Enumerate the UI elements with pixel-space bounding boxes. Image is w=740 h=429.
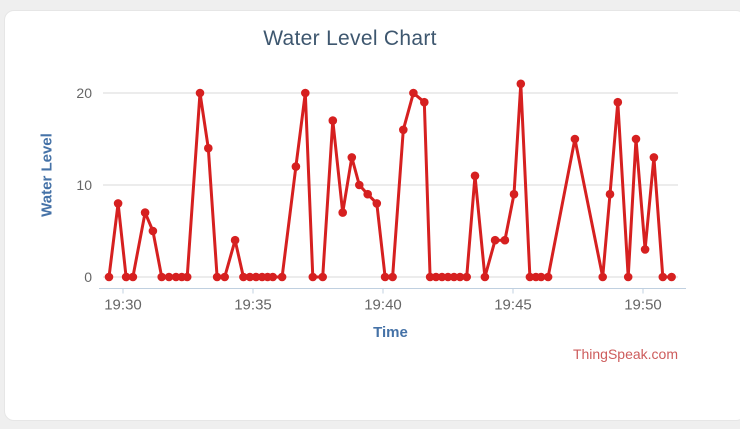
data-point-marker[interactable] — [113, 199, 123, 208]
x-tick-label: 19:45 — [494, 297, 532, 314]
data-point-marker[interactable] — [363, 189, 373, 199]
data-point-marker[interactable] — [437, 272, 447, 282]
data-point-marker[interactable] — [543, 272, 553, 282]
data-point-marker[interactable] — [338, 208, 348, 217]
data-point-marker[interactable] — [536, 272, 546, 282]
data-point-marker[interactable] — [121, 272, 131, 282]
data-point-marker[interactable] — [443, 272, 453, 282]
data-point-marker[interactable] — [623, 272, 633, 282]
data-point-marker[interactable] — [409, 88, 418, 98]
chart-title: Water Level Chart — [263, 27, 437, 50]
data-point-marker[interactable] — [631, 134, 641, 144]
data-point-marker[interactable] — [570, 134, 580, 144]
data-point-marker[interactable] — [640, 245, 650, 254]
data-point-marker[interactable] — [148, 226, 158, 236]
data-point-marker[interactable] — [380, 272, 390, 282]
series-line — [107, 82, 674, 279]
data-point-marker[interactable] — [347, 153, 357, 162]
data-point-marker[interactable] — [420, 97, 429, 107]
data-point-marker[interactable] — [667, 272, 676, 282]
chart-card — [4, 10, 740, 421]
data-point-marker[interactable] — [500, 235, 510, 245]
data-point-marker[interactable] — [291, 162, 301, 171]
data-point-marker[interactable] — [245, 272, 255, 282]
data-point-marker[interactable] — [399, 125, 408, 135]
data-point-marker[interactable] — [490, 235, 500, 245]
data-point-marker[interactable] — [212, 272, 222, 282]
data-point-marker[interactable] — [220, 272, 229, 282]
data-point-marker[interactable] — [239, 272, 248, 282]
data-point-marker[interactable] — [251, 272, 261, 282]
data-point-marker[interactable] — [268, 272, 278, 282]
data-point-marker[interactable] — [613, 97, 623, 107]
data-point-marker[interactable] — [431, 272, 441, 282]
data-point-marker[interactable] — [318, 272, 328, 282]
data-point-marker[interactable] — [388, 272, 397, 282]
data-point-marker[interactable] — [455, 272, 465, 282]
data-point-marker[interactable] — [372, 199, 382, 208]
x-tick-label: 19:35 — [234, 297, 272, 314]
data-point-marker[interactable] — [425, 272, 435, 282]
x-tick-label: 19:50 — [624, 297, 662, 314]
data-point-marker[interactable] — [355, 180, 364, 190]
y-tick-label: 10 — [76, 177, 92, 193]
x-tick-label: 19:30 — [104, 297, 142, 314]
data-point-marker[interactable] — [462, 272, 472, 282]
data-point-marker[interactable] — [328, 116, 338, 125]
data-point-marker[interactable] — [480, 272, 490, 282]
data-point-marker[interactable] — [182, 272, 192, 282]
data-point-marker[interactable] — [470, 171, 480, 181]
data-point-marker[interactable] — [516, 79, 526, 89]
x-tick-label: 19:40 — [364, 297, 402, 314]
data-point-marker[interactable] — [598, 272, 607, 282]
data-point-marker[interactable] — [649, 153, 659, 162]
data-point-marker[interactable] — [605, 189, 615, 199]
data-point-marker[interactable] — [277, 272, 287, 282]
data-point-marker[interactable] — [308, 272, 318, 282]
data-point-marker[interactable] — [658, 272, 668, 282]
data-point-marker[interactable] — [230, 235, 240, 245]
data-point-marker[interactable] — [104, 272, 114, 282]
data-point-marker[interactable] — [164, 272, 174, 282]
data-point-marker[interactable] — [301, 88, 310, 98]
data-point-marker[interactable] — [204, 143, 213, 153]
data-point-marker[interactable] — [128, 272, 138, 282]
data-point-marker[interactable] — [140, 208, 150, 217]
data-point-marker[interactable] — [449, 272, 459, 282]
y-tick-label: 0 — [84, 269, 92, 285]
thingspeak-credits-link[interactable]: ThingSpeak.com — [572, 346, 678, 362]
data-point-marker[interactable] — [157, 272, 166, 282]
y-tick-label: 20 — [76, 85, 92, 101]
data-point-marker[interactable] — [195, 88, 205, 98]
x-axis-title: Time — [373, 324, 408, 341]
data-point-marker[interactable] — [525, 272, 535, 282]
data-point-marker[interactable] — [509, 189, 519, 199]
